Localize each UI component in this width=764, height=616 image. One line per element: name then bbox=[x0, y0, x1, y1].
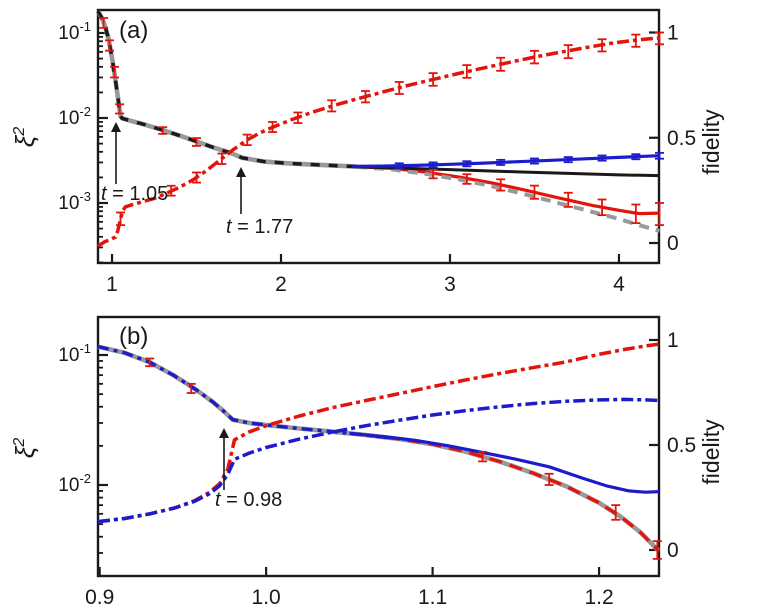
panel-label: (a) bbox=[119, 17, 148, 44]
series-xi2-gray-dashed bbox=[356, 164, 661, 233]
y-left-tick-label: 10-2 bbox=[58, 471, 91, 496]
annotation-arrow-head bbox=[219, 428, 229, 438]
series-fidelity-red-dashdot bbox=[97, 342, 660, 524]
error-bars-xi2-blue-solid bbox=[394, 151, 665, 170]
y-right-tick-label: 0.5 bbox=[667, 127, 696, 150]
y-right-tick-label: 0 bbox=[667, 232, 679, 255]
x-tick-label: 4 bbox=[613, 273, 625, 296]
y-right-axis-title: fidelity bbox=[698, 109, 724, 175]
y-left-tick-label: 10-3 bbox=[58, 189, 91, 214]
error-bars-xi2-red-solid bbox=[99, 17, 665, 226]
panel-b: 0.9 1.0 1.1 1.2 10-1 10-2 1 0.5 0 t = 0.98 (b) ξ2 fi… bbox=[10, 315, 724, 609]
y-right-tick-label: 1 bbox=[667, 329, 679, 352]
annotation-label: t = 1.05 bbox=[101, 183, 168, 205]
x-tick-label: 1.2 bbox=[584, 586, 613, 609]
series-fidelity-blue-dashdot bbox=[97, 397, 660, 524]
x-tick-label: 2 bbox=[275, 273, 287, 296]
y-left-tick-label: 10-1 bbox=[58, 341, 91, 366]
annotation-t-1.05: t = 1.05 bbox=[101, 122, 168, 205]
annotation-arrow-head bbox=[236, 167, 246, 177]
error-bars-fidelity-red-dashdot bbox=[115, 31, 665, 227]
y-right-tick-label: 0 bbox=[667, 539, 679, 562]
annotation-arrow-head bbox=[111, 122, 121, 132]
annotation-label: t = 1.77 bbox=[226, 216, 293, 238]
y-right-tick-label: 0.5 bbox=[667, 434, 696, 457]
series-xi2-blue-dashed-overlay bbox=[97, 344, 392, 440]
plot-frame bbox=[96, 315, 661, 578]
annotation-t-1.77: t = 1.77 bbox=[226, 167, 293, 238]
panel-label: (b) bbox=[119, 323, 148, 350]
series-xi2-blue-solid bbox=[349, 431, 660, 494]
annotation-label: t = 0.98 bbox=[215, 489, 282, 511]
y-left-tick-label: 10-1 bbox=[58, 19, 91, 44]
x-tick-label: 1.1 bbox=[418, 586, 447, 609]
series-xi2-red-dashed-overlay bbox=[365, 433, 661, 553]
x-tick-label: 1 bbox=[106, 273, 118, 296]
y-left-axis-title: ξ2 bbox=[10, 127, 40, 148]
y-left-axis-title: ξ2 bbox=[10, 438, 40, 459]
annotation-t-0.98: t = 0.98 bbox=[215, 428, 282, 511]
panel-a: 1 2 3 4 10-1 10-2 10-3 1 0.5 0 t = 1.05 t = 1.77 (a)… bbox=[10, 8, 724, 296]
x-tick-label: 3 bbox=[444, 273, 456, 296]
y-right-tick-label: 1 bbox=[667, 22, 679, 45]
x-tick-label: 1.0 bbox=[252, 586, 281, 609]
series-xi2-red-solid bbox=[96, 10, 660, 216]
error-bars-xi2-red-dashed-overlay bbox=[145, 357, 662, 560]
series-xi2-gray-solid bbox=[97, 344, 661, 553]
y-right-axis-title: fidelity bbox=[698, 419, 724, 485]
x-tick-label: 0.9 bbox=[85, 586, 114, 609]
series-xi2-blue-solid bbox=[351, 154, 660, 168]
series-fidelity-red-dashdot bbox=[97, 36, 660, 248]
y-left-tick-label: 10-2 bbox=[58, 104, 91, 129]
